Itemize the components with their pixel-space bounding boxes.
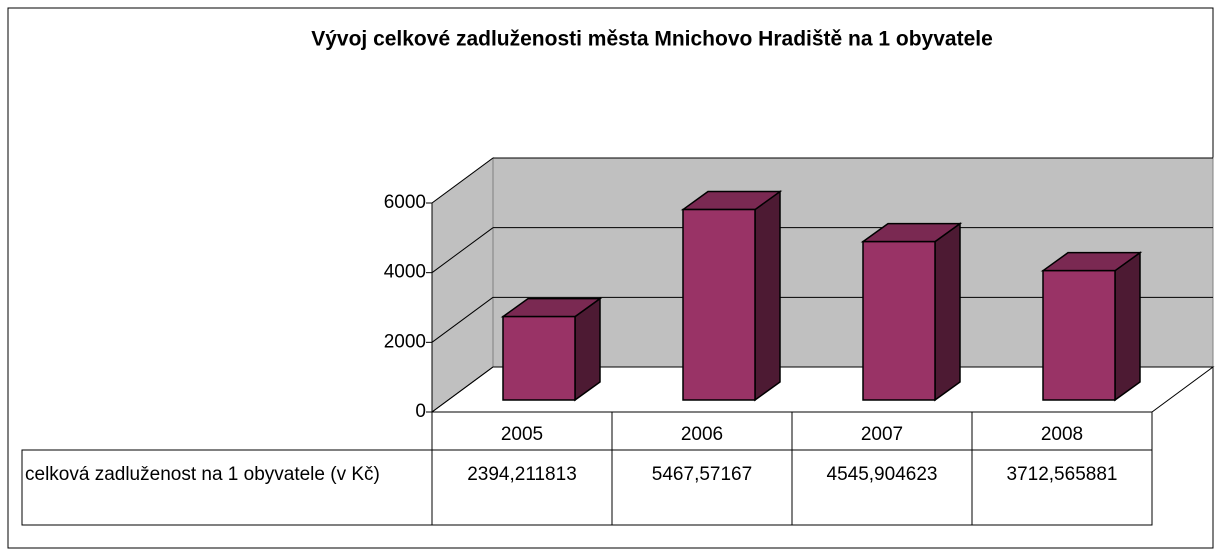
y-tick-label: 0 bbox=[415, 401, 426, 422]
table-value: 3712,565881 bbox=[1007, 464, 1118, 485]
grid-line bbox=[431, 227, 494, 274]
bar-side bbox=[754, 190, 781, 402]
chart-title: Vývoj celkové zadluženosti města Mnichov… bbox=[311, 28, 993, 51]
x-tick-label: 2005 bbox=[501, 424, 543, 445]
grid-line bbox=[431, 366, 494, 413]
grid-line bbox=[431, 157, 494, 204]
table-value: 5467,57167 bbox=[652, 464, 752, 485]
bar bbox=[682, 208, 756, 401]
y-tick-label: 4000 bbox=[384, 262, 426, 283]
x-tick-label: 2008 bbox=[1041, 424, 1083, 445]
table-value: 4545,904623 bbox=[827, 464, 938, 485]
series-name: celková zadluženost na 1 obyvatele (v Kč… bbox=[25, 464, 380, 485]
bar bbox=[1042, 269, 1116, 401]
x-tick-label: 2007 bbox=[861, 424, 903, 445]
table-value: 2394,211813 bbox=[467, 464, 577, 485]
x-tick-label: 2006 bbox=[681, 424, 723, 445]
y-tick-label: 2000 bbox=[384, 331, 426, 352]
bar-side bbox=[934, 222, 961, 402]
bar bbox=[502, 315, 576, 401]
y-tick-label: 6000 bbox=[384, 192, 426, 213]
grid-line bbox=[431, 296, 494, 343]
bar-side bbox=[1114, 251, 1141, 402]
table-border bbox=[21, 449, 1153, 526]
bar bbox=[862, 240, 936, 401]
